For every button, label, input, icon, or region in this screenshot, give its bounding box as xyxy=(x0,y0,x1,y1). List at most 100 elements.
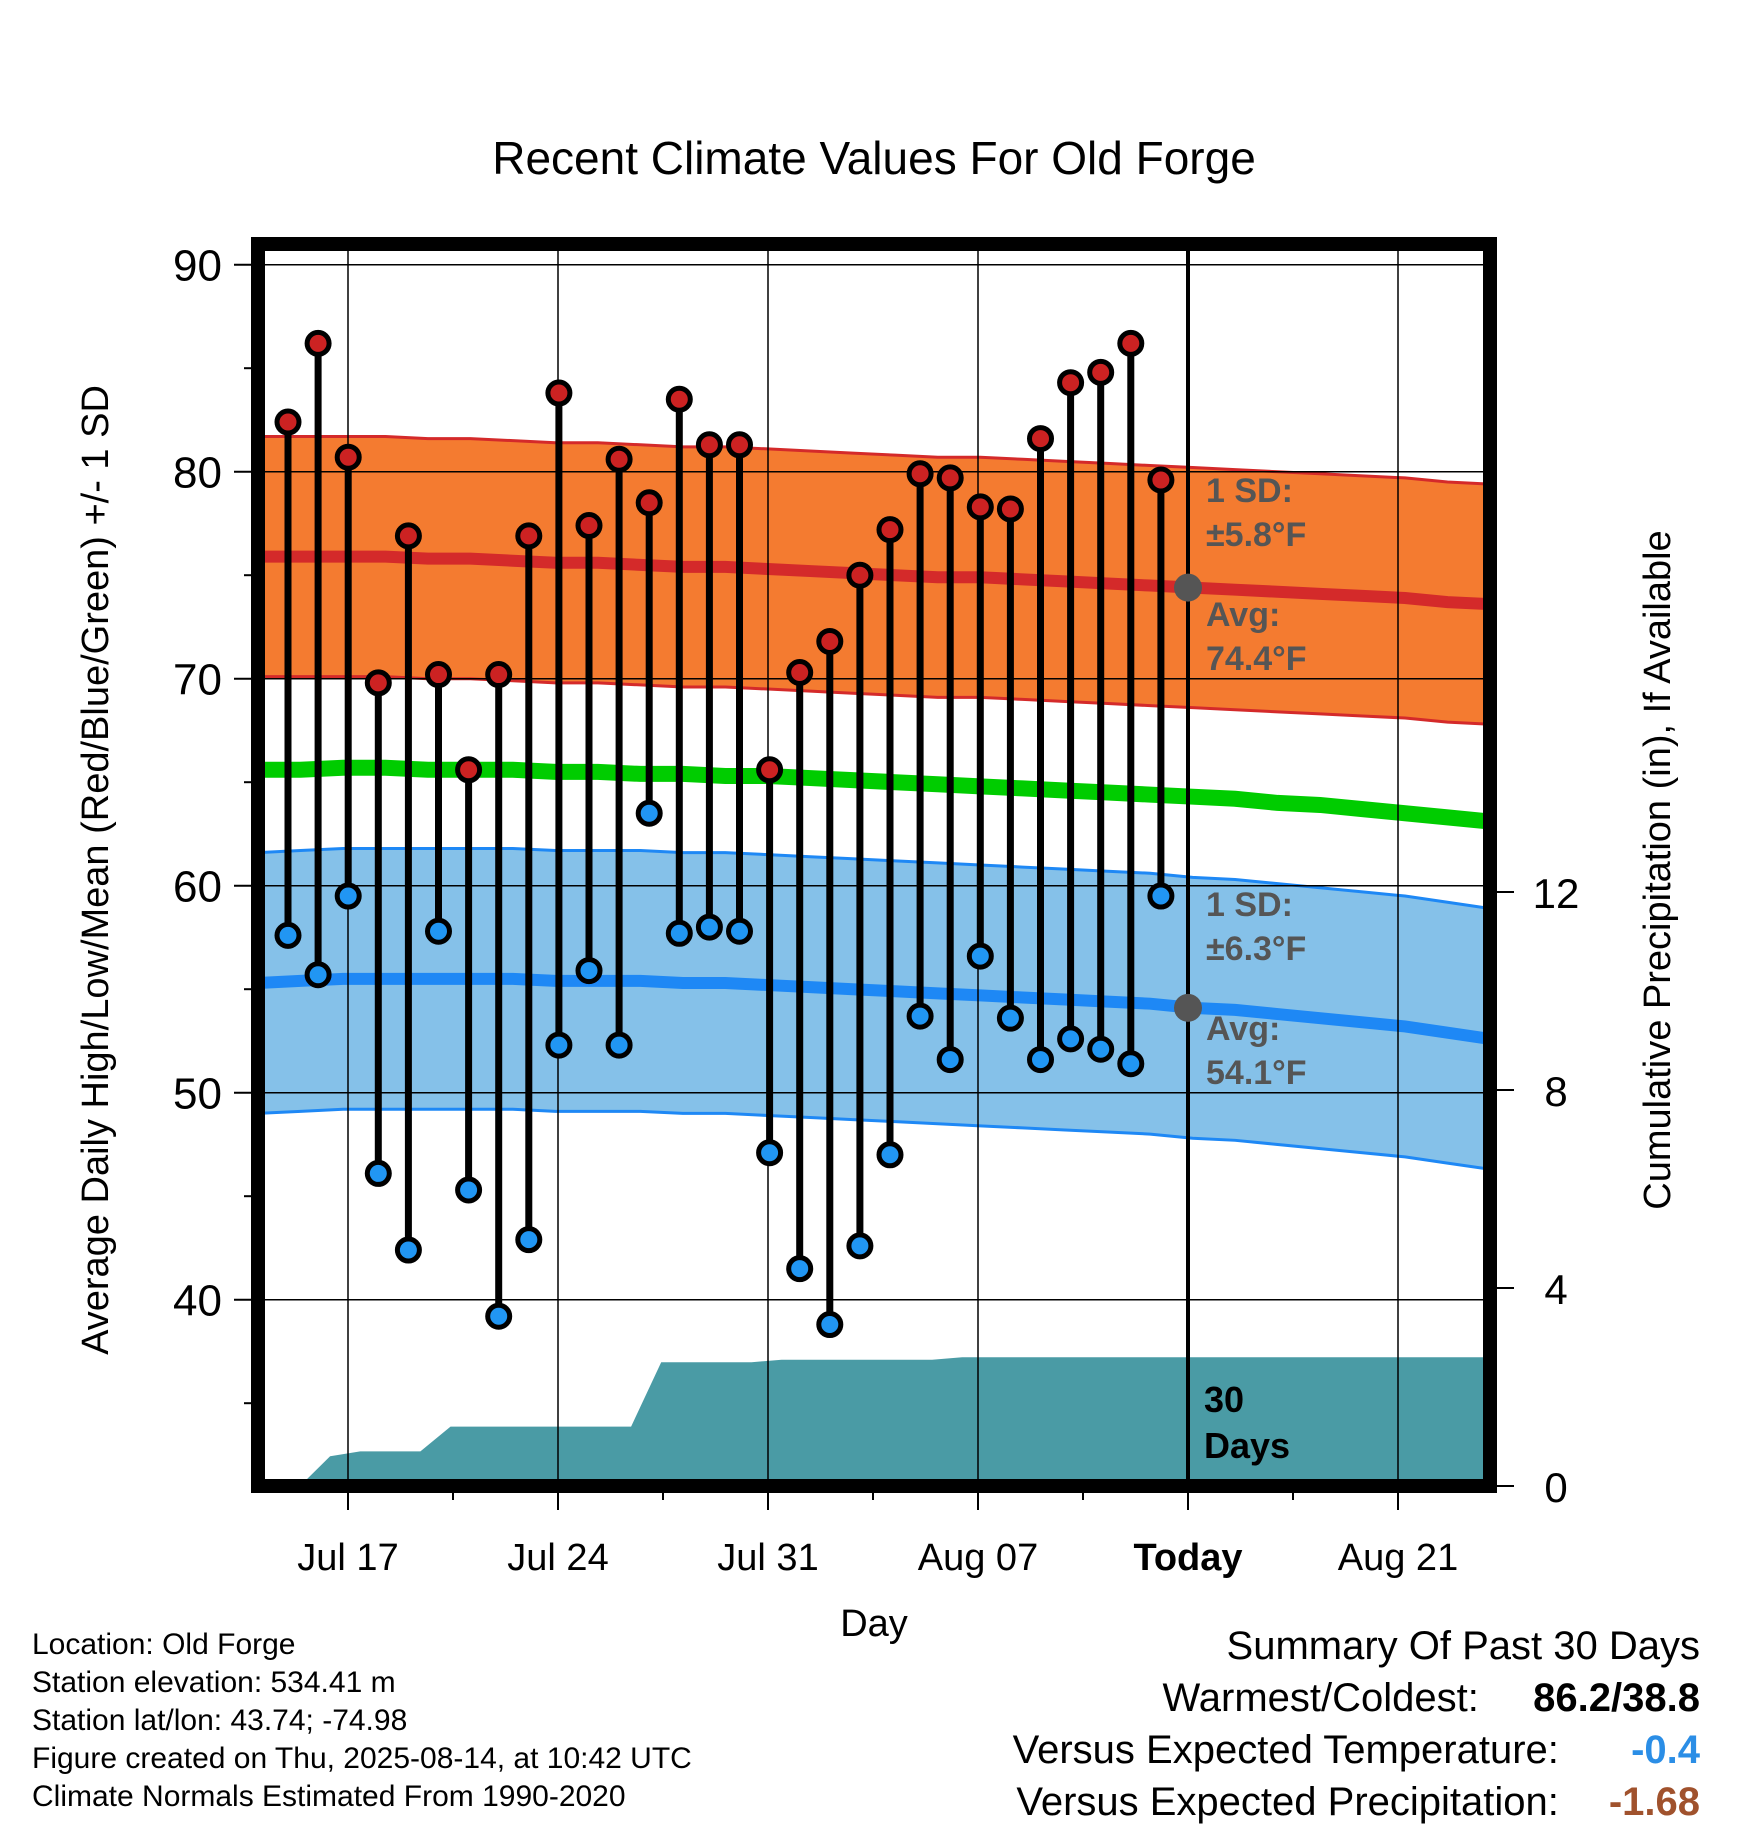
low-avg-value: 54.1°F xyxy=(1206,1054,1307,1092)
daily-low-point xyxy=(575,957,603,985)
daily-low-point xyxy=(635,799,663,827)
daily-low-point xyxy=(605,1031,633,1059)
daily-high-point xyxy=(1087,358,1115,386)
daily-high-point xyxy=(906,460,934,488)
daily-high-point xyxy=(936,464,964,492)
daily-high-point xyxy=(364,669,392,697)
daily-high-point xyxy=(304,329,332,357)
y-right-tick-label: 12 xyxy=(1533,870,1580,917)
daily-low-point xyxy=(274,921,302,949)
y-left-tick-label: 60 xyxy=(173,863,222,912)
summary-panel: Summary Of Past 30 Days Warmest/Coldest:… xyxy=(1013,1624,1700,1832)
chart-title: Recent Climate Values For Old Forge xyxy=(492,132,1256,184)
high-avg-value: 74.4°F xyxy=(1206,640,1307,678)
daily-high-point xyxy=(334,443,362,471)
location-text: Location: Old Forge xyxy=(32,1628,296,1661)
daily-low-point xyxy=(304,961,332,989)
daily-high-point xyxy=(996,495,1024,523)
daily-low-point xyxy=(1147,882,1175,910)
daily-high-point xyxy=(786,658,814,686)
daily-low-point xyxy=(1087,1035,1115,1063)
footer-metadata: Location: Old Forge Station elevation: 5… xyxy=(32,1626,692,1816)
daily-high-point xyxy=(1057,369,1085,397)
high-avg-marker xyxy=(1174,573,1202,602)
daily-high-point xyxy=(425,661,452,689)
high-sd-label: 1 SD: xyxy=(1206,472,1293,510)
daily-high-point xyxy=(274,408,302,436)
daily-low-point xyxy=(816,1311,844,1339)
created-text: Figure created on Thu, 2025-08-14, at 10… xyxy=(32,1742,692,1775)
daily-high-point xyxy=(485,661,513,689)
x-axis-label: Day xyxy=(840,1603,908,1645)
daily-high-point xyxy=(394,522,422,550)
daily-high-point xyxy=(455,756,483,784)
daily-high-point xyxy=(876,516,904,544)
x-tick-label: Jul 17 xyxy=(297,1537,398,1579)
low-sd-band xyxy=(258,848,1490,1170)
daily-high-point xyxy=(726,431,753,459)
y-left-tick-label: 50 xyxy=(173,1070,222,1119)
warm-cold-value: 86.2/38.8 xyxy=(1533,1676,1700,1720)
precip-row: Versus Expected Precipitation: -1.68 xyxy=(1013,1780,1700,1832)
daily-low-point xyxy=(726,917,753,945)
precipitation-area xyxy=(300,1357,1490,1486)
daily-high-point xyxy=(1027,425,1054,453)
daily-high-point xyxy=(665,385,693,413)
x-tick-label: Jul 31 xyxy=(717,1537,818,1579)
y-left-tick-label: 40 xyxy=(173,1277,222,1326)
daily-high-point xyxy=(605,445,633,473)
elevation-text: Station elevation: 534.41 m xyxy=(32,1666,396,1699)
latlon-text: Station lat/lon: 43.74; -74.98 xyxy=(32,1704,408,1737)
daily-low-point xyxy=(1057,1025,1085,1053)
normals-text: Climate Normals Estimated From 1990-2020 xyxy=(32,1780,626,1813)
y-right-tick-label: 0 xyxy=(1544,1464,1567,1511)
temp-label: Versus Expected Temperature: xyxy=(1012,1728,1559,1772)
daily-low-point xyxy=(334,882,362,910)
daily-low-point xyxy=(966,942,994,970)
daily-low-point xyxy=(1027,1046,1054,1074)
normal-high-line xyxy=(258,550,1490,611)
daily-high-point xyxy=(635,489,663,517)
warm-cold-label: Warmest/Coldest: xyxy=(1162,1676,1479,1720)
y-axis-left-label: Average Daily High/Low/Mean (Red/Blue/Gr… xyxy=(75,385,117,1355)
plot-area xyxy=(258,244,1490,1486)
daily-high-point xyxy=(515,522,543,550)
daily-low-point xyxy=(936,1046,964,1074)
daily-low-point xyxy=(996,1004,1024,1032)
daily-low-point xyxy=(695,913,723,941)
precip-value: -1.68 xyxy=(1608,1780,1700,1824)
daily-low-point xyxy=(786,1255,814,1283)
daily-high-point xyxy=(846,561,874,589)
daily-low-point xyxy=(364,1159,392,1187)
low-avg-marker xyxy=(1174,993,1202,1022)
high-sd-value: ±5.8°F xyxy=(1206,516,1306,554)
x-tick-label: Aug 21 xyxy=(1338,1537,1458,1579)
daily-high-point xyxy=(1117,329,1145,357)
daily-high-point xyxy=(545,379,573,407)
daily-low-point xyxy=(485,1302,513,1330)
x-tick-label: Jul 24 xyxy=(507,1537,608,1579)
days-label-line1: 30 xyxy=(1204,1379,1244,1420)
daily-high-point xyxy=(1147,466,1175,494)
daily-high-point xyxy=(816,627,844,655)
normal-low-line xyxy=(258,972,1490,1045)
daily-low-point xyxy=(756,1139,784,1167)
daily-high-point xyxy=(756,756,784,784)
daily-high-point xyxy=(695,431,723,459)
y-right-tick-label: 4 xyxy=(1544,1266,1567,1313)
x-tick-label: Today xyxy=(1133,1537,1242,1579)
low-sd-label: 1 SD: xyxy=(1206,886,1293,924)
daily-low-point xyxy=(846,1232,874,1260)
y-left-tick-label: 80 xyxy=(173,449,222,498)
temp-value: -0.4 xyxy=(1631,1728,1700,1772)
daily-low-point xyxy=(394,1236,422,1264)
daily-low-point xyxy=(515,1226,543,1254)
y-left-tick-label: 90 xyxy=(173,242,222,291)
low-avg-label: Avg: xyxy=(1206,1010,1280,1048)
y-right-tick-label: 8 xyxy=(1544,1068,1567,1115)
normal-mean-line xyxy=(258,759,1490,830)
x-tick-label: Aug 07 xyxy=(918,1537,1038,1579)
low-sd-lower-line xyxy=(258,1107,1490,1171)
y-left-tick-label: 70 xyxy=(173,656,222,705)
